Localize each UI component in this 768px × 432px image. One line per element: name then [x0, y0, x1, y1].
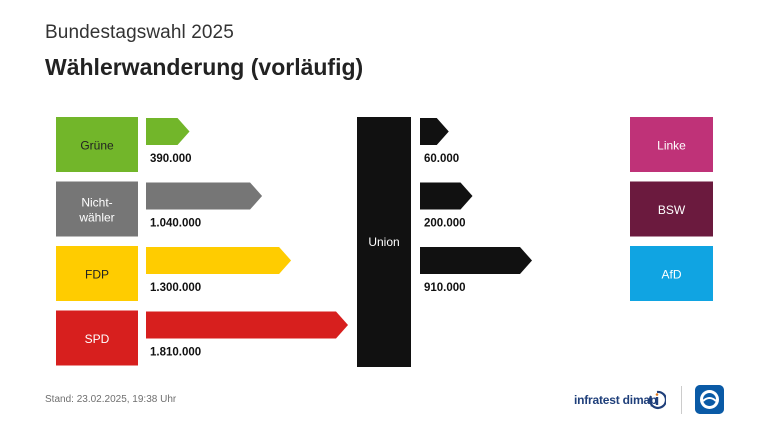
- header: Bundestagswahl 2025 Wählerwanderung (vor…: [45, 22, 363, 81]
- inflow-arrow-3: [146, 311, 348, 339]
- target-box-0: [630, 117, 713, 172]
- outflow-value-2: 910.000: [424, 282, 466, 294]
- inflow-value-2: 1.300.000: [150, 282, 201, 294]
- inflow-value-3: 1.810.000: [150, 347, 201, 359]
- target-label-2: AfD: [661, 268, 681, 282]
- chart-supertitle: Bundestagswahl 2025: [45, 22, 234, 43]
- outflow-arrow-0: [420, 118, 449, 145]
- source-box-3: [56, 310, 138, 366]
- footer-divider: [681, 386, 682, 414]
- outflow-arrow-2: [420, 247, 532, 274]
- target-label-0: Linke: [657, 139, 686, 153]
- center-label: Union: [368, 235, 399, 249]
- source-label-2: FDP: [85, 268, 109, 282]
- stand-value: 23.02.2025, 19:38 Uhr: [76, 394, 177, 405]
- source-label-3: SPD: [85, 332, 110, 346]
- inflow-value-0: 390.000: [150, 153, 192, 165]
- inflow-arrow-2: [146, 247, 292, 274]
- chart-title: Wählerwanderung (vorläufig): [45, 54, 364, 80]
- target-box-1: [630, 181, 713, 237]
- outflow-value-0: 60.000: [424, 153, 459, 165]
- target-label-1: BSW: [658, 203, 686, 217]
- outflow-value-1: 200.000: [424, 218, 466, 230]
- center-bar: [357, 117, 411, 367]
- inflow-arrow-1: [146, 182, 263, 210]
- brand-name: infratest dimap: [574, 393, 658, 407]
- outflow-arrow-1: [420, 182, 473, 210]
- source-label-0: Grüne: [80, 139, 114, 153]
- inflow-value-1: 1.040.000: [150, 218, 201, 230]
- stand-label: Stand:: [45, 394, 74, 405]
- source-box-2: [56, 246, 138, 301]
- target-box-2: [630, 246, 713, 301]
- ard-logo-icon: [695, 385, 724, 414]
- timestamp: Stand: 23.02.2025, 19:38 Uhr: [45, 394, 176, 405]
- source-box-1: [56, 181, 138, 237]
- inflow-arrow-0: [146, 118, 190, 145]
- source-label-1: Nicht-wähler: [78, 196, 114, 225]
- source-box-0: [56, 117, 138, 172]
- infratest-logo-icon: [648, 390, 666, 409]
